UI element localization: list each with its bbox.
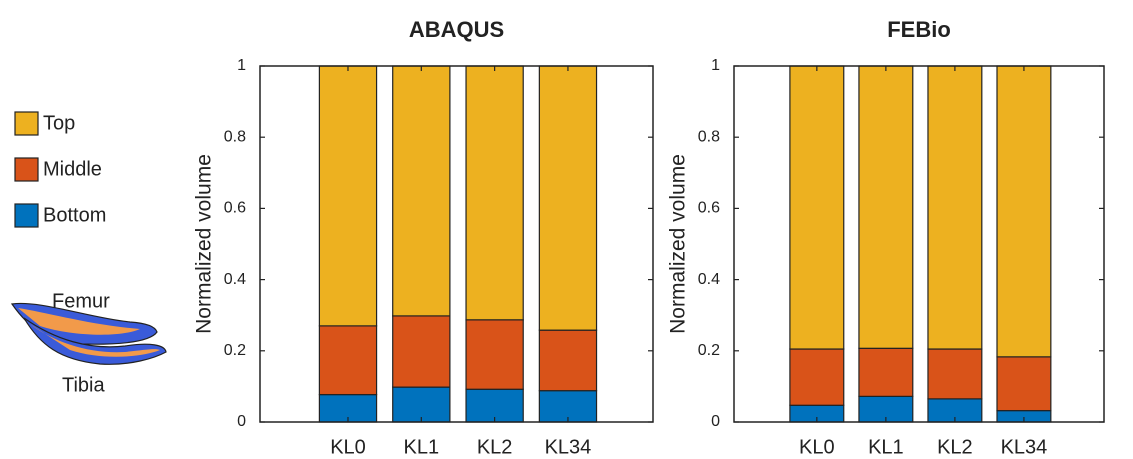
chart-title: FEBio: [887, 17, 951, 42]
bar-segment: [997, 357, 1051, 411]
x-tick-label: KL34: [1001, 436, 1048, 458]
bar-segment: [859, 66, 913, 348]
bar-segment: [466, 320, 523, 389]
y-tick-label: 0.2: [698, 342, 720, 359]
legend-label: Top: [43, 112, 75, 134]
bar-segment: [928, 349, 982, 399]
x-tick-label: KL2: [937, 436, 973, 458]
bar-segment: [539, 66, 596, 330]
y-tick-label: 0.4: [224, 271, 246, 288]
illustration-label: Tibia: [62, 374, 105, 396]
bar-segment: [539, 330, 596, 391]
joint-illustration: Femur Tibia: [12, 290, 166, 396]
bar-segment: [319, 326, 376, 395]
bar-segment: [466, 66, 523, 320]
x-tick-label: KL0: [330, 436, 366, 458]
bar-segment: [928, 66, 982, 349]
legend-swatch: [15, 158, 38, 181]
bar-segment: [319, 66, 376, 326]
y-tick-label: 0.4: [698, 271, 720, 288]
y-tick-label: 0: [711, 413, 720, 430]
bar-segment: [790, 349, 844, 405]
x-tick-label: KL0: [799, 436, 835, 458]
bar-segment: [859, 348, 913, 396]
y-tick-label: 0.8: [698, 128, 720, 145]
y-tick-label: 0.6: [224, 200, 246, 217]
x-tick-label: KL1: [868, 436, 904, 458]
bar-segment: [997, 66, 1051, 357]
legend-label: Middle: [43, 158, 102, 180]
legend-swatch: [15, 204, 38, 227]
bar-segment: [393, 66, 450, 316]
y-tick-label: 0.6: [698, 200, 720, 217]
y-axis-label: Normalized volume: [667, 154, 690, 334]
x-tick-label: KL34: [545, 436, 592, 458]
x-tick-label: KL1: [404, 436, 440, 458]
y-tick-label: 1: [237, 57, 246, 74]
y-tick-label: 1: [711, 57, 720, 74]
chart-title: ABAQUS: [409, 17, 504, 42]
y-tick-label: 0.2: [224, 342, 246, 359]
legend-label: Bottom: [43, 204, 106, 226]
y-tick-label: 0.8: [224, 128, 246, 145]
bar-segment: [790, 66, 844, 349]
bar-segment: [393, 387, 450, 422]
y-tick-label: 0: [237, 413, 246, 430]
bar-segment: [393, 316, 450, 387]
x-tick-label: KL2: [477, 436, 513, 458]
y-axis-label: Normalized volume: [193, 154, 216, 334]
figure: Femur Tibia Top Middle Bottom KL0 KL1 KL2 KL34…: [0, 0, 1133, 459]
illustration-label: Femur: [52, 290, 110, 312]
legend-swatch: [15, 112, 38, 135]
